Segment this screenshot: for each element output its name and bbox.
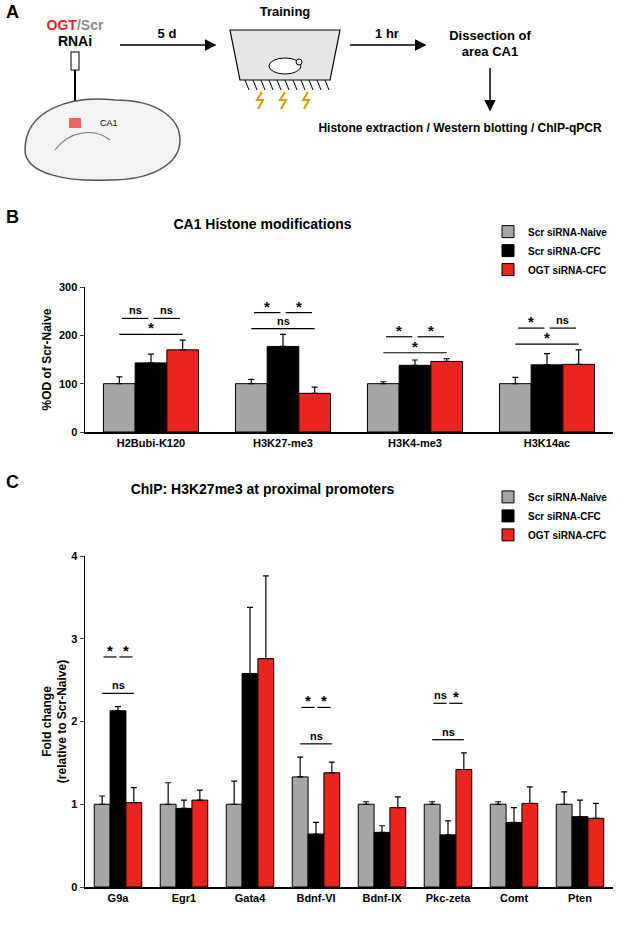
svg-text:Egr1: Egr1 <box>172 892 196 904</box>
svg-text:5 d: 5 d <box>158 26 177 41</box>
svg-text:*: * <box>296 298 302 315</box>
svg-text:ns: ns <box>112 679 125 691</box>
svg-text:ns: ns <box>556 314 569 326</box>
svg-text:ChIP: H3K27me3 at proximal pro: ChIP: H3K27me3 at proximal promoters <box>131 481 395 497</box>
svg-text:*: * <box>396 322 402 339</box>
svg-text:Comt: Comt <box>500 892 528 904</box>
svg-text:Scr siRNA-CFC: Scr siRNA-CFC <box>528 511 601 522</box>
svg-text:RNAi: RNAi <box>58 33 92 49</box>
svg-text:area CA1: area CA1 <box>462 44 518 59</box>
svg-text:100: 100 <box>59 378 77 390</box>
svg-text:Training: Training <box>260 4 311 19</box>
html-text:C: C <box>6 472 19 492</box>
svg-text:ns: ns <box>277 315 290 327</box>
svg-text:H3K14ac: H3K14ac <box>524 437 570 449</box>
svg-text:H3K27-me3: H3K27-me3 <box>253 437 313 449</box>
svg-text:Bdnf-IX: Bdnf-IX <box>362 892 402 904</box>
svg-text:*: * <box>123 642 129 659</box>
svg-text:*: * <box>528 313 534 330</box>
svg-text:Histone extraction / Western b: Histone extraction / Western blotting / … <box>318 121 602 135</box>
svg-text:ns: ns <box>442 726 455 738</box>
svg-text:0: 0 <box>71 426 77 438</box>
svg-text:Bdnf-VI: Bdnf-VI <box>296 892 335 904</box>
svg-text:Dissection of: Dissection of <box>449 28 531 43</box>
svg-text:%OD of Scr-Naive: %OD of Scr-Naive <box>40 308 54 410</box>
svg-text:OGT siRNA-CFC: OGT siRNA-CFC <box>528 530 606 541</box>
svg-text:*: * <box>264 298 270 315</box>
svg-text:Scr siRNA-CFC: Scr siRNA-CFC <box>528 246 601 257</box>
svg-text:300: 300 <box>59 281 77 293</box>
svg-text:ns: ns <box>160 304 173 316</box>
svg-text:*: * <box>305 692 311 709</box>
svg-text:*: * <box>544 329 550 346</box>
svg-text:Pkc-zeta: Pkc-zeta <box>426 892 472 904</box>
svg-text:ns: ns <box>129 304 142 316</box>
svg-text:Pten: Pten <box>568 892 592 904</box>
svg-text:3: 3 <box>71 633 77 645</box>
svg-text:Scr siRNA-Naive: Scr siRNA-Naive <box>528 492 607 503</box>
svg-text:*: * <box>321 692 327 709</box>
svg-text:ns: ns <box>434 689 447 701</box>
svg-text:Scr siRNA-Naive: Scr siRNA-Naive <box>528 227 607 238</box>
svg-text:CA1 Histone modifications: CA1 Histone modifications <box>173 216 351 232</box>
svg-text:Fold change(relative to Scr-Na: Fold change(relative to Scr-Naive) <box>40 660 70 783</box>
svg-text:*: * <box>412 338 418 355</box>
svg-text:H3K4-me3: H3K4-me3 <box>388 437 442 449</box>
svg-text:0: 0 <box>71 881 77 893</box>
svg-text:2: 2 <box>71 715 77 727</box>
html-text:A: A <box>6 2 19 22</box>
svg-text:Gata4: Gata4 <box>235 892 266 904</box>
svg-text:*: * <box>453 688 459 705</box>
svg-text:G9a: G9a <box>108 892 130 904</box>
svg-text:200: 200 <box>59 329 77 341</box>
svg-text:OGT siRNA-CFC: OGT siRNA-CFC <box>528 265 606 276</box>
svg-text:*: * <box>428 322 434 339</box>
svg-text:4: 4 <box>71 550 78 562</box>
svg-text:*: * <box>107 642 113 659</box>
svg-text:H2Bubi-K120: H2Bubi-K120 <box>117 437 185 449</box>
svg-text:CA1: CA1 <box>100 118 118 128</box>
svg-text:1: 1 <box>71 798 77 810</box>
html-text:B: B <box>6 207 19 227</box>
svg-text:1 hr: 1 hr <box>375 26 399 41</box>
svg-text:ns: ns <box>310 730 323 742</box>
svg-text:*: * <box>148 319 154 336</box>
svg-text:OGT/Scr: OGT/Scr <box>47 17 104 33</box>
